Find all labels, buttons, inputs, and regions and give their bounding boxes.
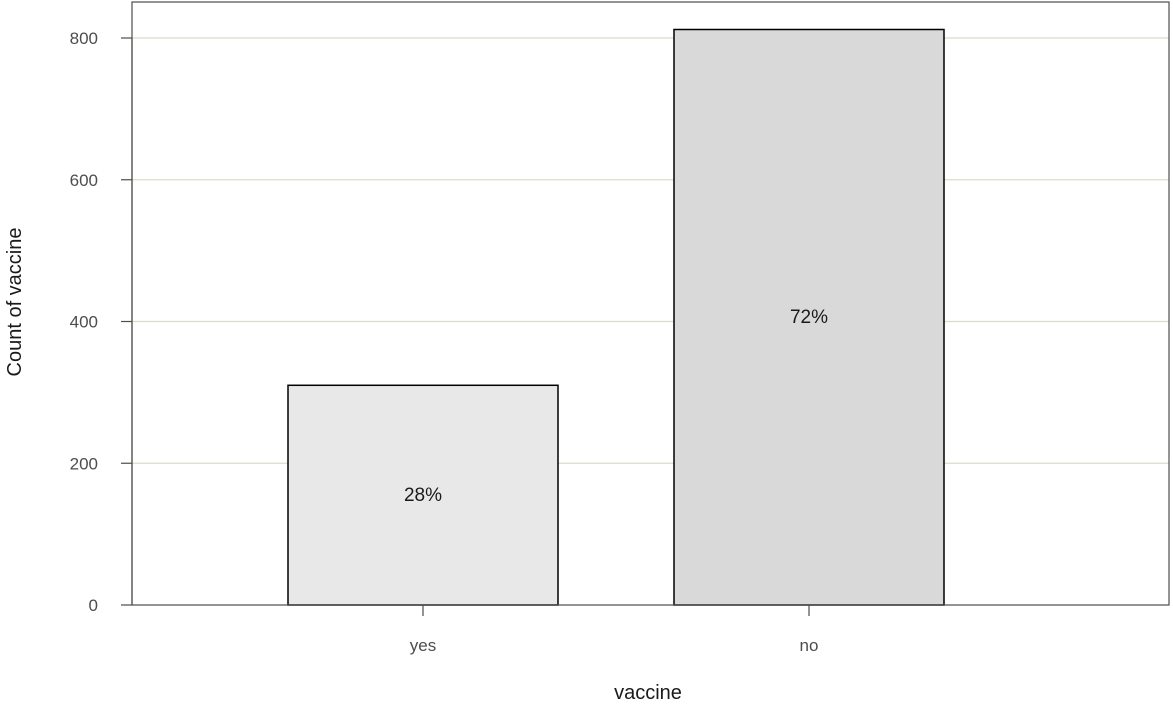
y-tick-label: 400	[70, 313, 98, 332]
gridlines	[132, 37, 1169, 464]
y-tick-label: 800	[70, 29, 98, 48]
bar-yes	[287, 384, 559, 606]
data-label: 72%	[790, 307, 828, 328]
x-tick-label: yes	[410, 636, 436, 655]
x-tick-label: no	[800, 636, 819, 655]
y-tick-label: 0	[89, 596, 98, 615]
axes: 0 200 400 600 800 yes no	[70, 1, 1170, 655]
y-tick-label: 600	[70, 171, 98, 190]
y-axis-title: Count of vaccine	[4, 228, 26, 377]
y-tick-label: 200	[70, 454, 98, 473]
x-axis-title: vaccine	[614, 682, 682, 704]
data-label: 28%	[404, 485, 442, 506]
data-labels: 28% 72%	[404, 307, 828, 506]
bars	[287, 28, 945, 606]
